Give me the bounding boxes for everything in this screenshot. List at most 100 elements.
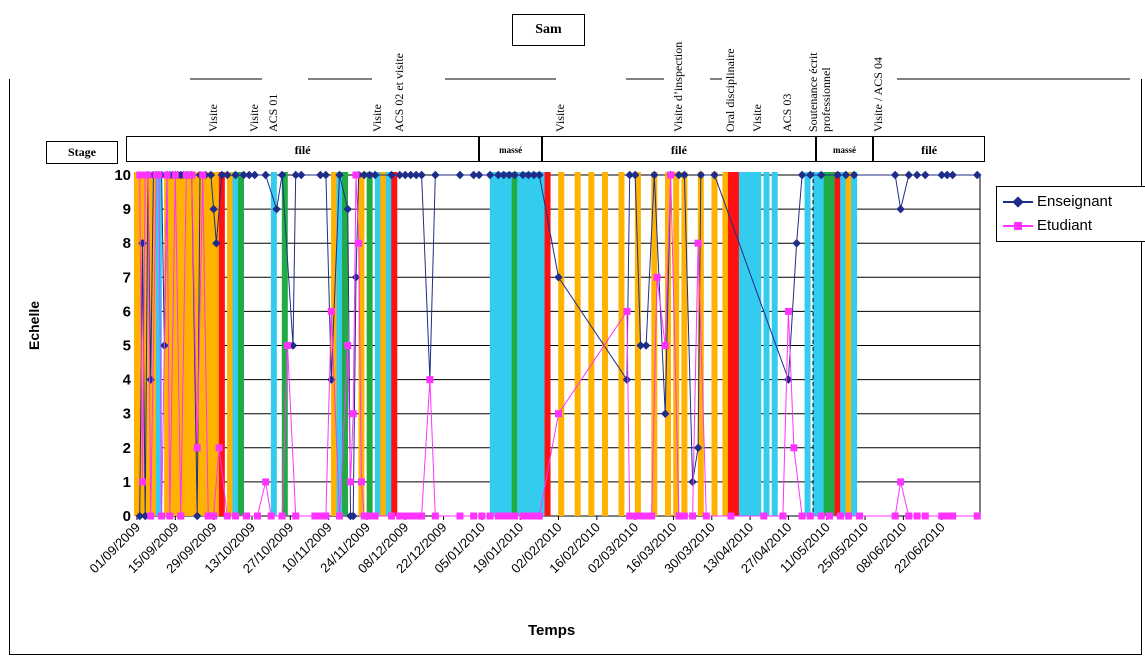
activity-band <box>744 172 751 516</box>
activity-band <box>391 172 398 516</box>
y-tick-label: 10 <box>114 167 131 184</box>
activity-band <box>829 172 836 516</box>
activity-band <box>840 172 847 516</box>
data-point-enseignant <box>209 204 218 214</box>
data-point-etudiant <box>182 171 190 179</box>
activity-band <box>196 172 203 516</box>
data-point-enseignant <box>335 170 344 180</box>
data-point-etudiant <box>943 512 951 520</box>
data-point-etudiant <box>401 512 409 520</box>
activity-band <box>517 172 524 516</box>
stage-row-label: Stage <box>46 141 118 164</box>
data-point-etudiant <box>680 512 688 520</box>
data-point-etudiant <box>199 171 207 179</box>
data-point-enseignant <box>504 170 514 180</box>
data-point-etudiant <box>675 512 683 520</box>
activity-band <box>812 172 819 516</box>
data-point-etudiant <box>825 512 833 520</box>
data-point-enseignant <box>387 170 396 180</box>
data-point-etudiant <box>648 512 656 520</box>
activity-band <box>207 172 214 516</box>
stage-segment: massé <box>479 136 543 162</box>
data-point-enseignant <box>499 170 509 180</box>
data-point-etudiant <box>905 512 913 520</box>
activity-band <box>722 172 729 516</box>
activity-band <box>511 172 518 516</box>
data-point-enseignant <box>417 170 426 180</box>
data-point-etudiant <box>949 512 957 520</box>
data-point-enseignant <box>351 273 361 282</box>
stage-segment: filé <box>873 136 985 162</box>
data-point-etudiant <box>470 512 478 520</box>
data-point-enseignant <box>688 477 697 487</box>
data-point-etudiant <box>232 512 240 520</box>
activity-band <box>727 172 734 516</box>
data-point-etudiant <box>371 512 379 520</box>
legend-item-etudiant: Etudiant <box>997 215 1145 237</box>
activity-band <box>385 172 392 516</box>
activity-band <box>232 172 239 516</box>
activity-band <box>139 172 146 516</box>
activity-band <box>711 172 718 516</box>
activity-band <box>749 172 756 516</box>
y-tick-label: 1 <box>123 474 131 491</box>
activity-band <box>733 172 740 516</box>
data-point-enseignant <box>343 204 352 214</box>
activity-band <box>227 172 234 516</box>
data-point-etudiant <box>223 512 231 520</box>
data-point-etudiant <box>856 512 864 520</box>
data-point-etudiant <box>897 478 905 486</box>
data-point-enseignant <box>431 170 440 180</box>
data-point-etudiant <box>188 171 196 179</box>
data-point-enseignant <box>469 170 478 180</box>
data-point-etudiant <box>494 512 502 520</box>
data-point-enseignant <box>250 170 259 180</box>
data-point-etudiant <box>642 512 650 520</box>
data-point-etudiant <box>147 512 155 520</box>
activity-band <box>533 172 540 516</box>
data-point-etudiant <box>653 273 661 281</box>
activity-band <box>558 172 565 516</box>
data-point-etudiant <box>360 512 368 520</box>
activity-band <box>539 172 546 516</box>
y-tick-label: 8 <box>123 235 131 252</box>
y-axis-label: Echelle <box>26 300 42 350</box>
data-point-etudiant <box>913 512 921 520</box>
activity-band <box>270 172 277 516</box>
data-point-etudiant <box>336 512 344 520</box>
y-tick-label: 3 <box>123 406 131 423</box>
data-point-enseignant <box>641 341 651 350</box>
activity-band <box>331 172 338 516</box>
data-point-etudiant <box>418 512 426 520</box>
data-point-enseignant <box>316 170 325 180</box>
data-point-etudiant <box>505 512 513 520</box>
data-point-etudiant <box>779 512 787 520</box>
data-point-enseignant <box>554 273 563 282</box>
data-point-enseignant <box>406 170 415 180</box>
data-point-etudiant <box>344 342 352 349</box>
activity-band <box>763 172 770 516</box>
activity-band <box>618 172 625 516</box>
y-tick-label: 7 <box>123 269 131 286</box>
data-point-etudiant <box>352 171 360 179</box>
data-point-etudiant <box>661 342 669 349</box>
activity-band <box>528 172 535 516</box>
data-point-etudiant <box>388 512 396 520</box>
data-point-etudiant <box>215 444 223 452</box>
activity-band <box>771 172 778 516</box>
data-point-etudiant <box>806 512 814 520</box>
data-point-etudiant <box>396 512 404 520</box>
data-point-etudiant <box>727 512 735 520</box>
data-point-etudiant <box>478 512 486 520</box>
activity-band <box>495 172 502 516</box>
data-point-etudiant <box>136 171 144 179</box>
data-point-etudiant <box>327 307 335 315</box>
data-point-etudiant <box>938 512 946 520</box>
data-point-etudiant <box>426 376 434 384</box>
chart-frame <box>9 79 1142 655</box>
data-point-enseignant <box>321 170 331 180</box>
data-point-enseignant <box>206 170 216 180</box>
legend: Enseignant Etudiant <box>996 186 1145 242</box>
